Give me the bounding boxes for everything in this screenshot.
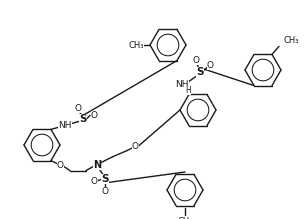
- Text: O: O: [132, 142, 139, 151]
- Text: N: N: [93, 160, 101, 170]
- Text: O: O: [74, 104, 81, 113]
- Text: O: O: [91, 177, 98, 186]
- Text: H: H: [185, 86, 191, 95]
- Text: NH: NH: [58, 121, 72, 130]
- Text: O: O: [91, 111, 98, 120]
- Text: O: O: [102, 187, 109, 196]
- Text: S: S: [101, 174, 109, 184]
- Text: CH₃: CH₃: [284, 36, 299, 45]
- Text: CH₃: CH₃: [128, 41, 144, 49]
- Text: S: S: [196, 67, 204, 77]
- Text: O: O: [57, 161, 64, 170]
- Text: O: O: [206, 61, 213, 70]
- Text: NH: NH: [175, 80, 189, 89]
- Text: O: O: [192, 56, 199, 65]
- Text: CH₃: CH₃: [177, 217, 193, 219]
- Text: S: S: [79, 114, 87, 124]
